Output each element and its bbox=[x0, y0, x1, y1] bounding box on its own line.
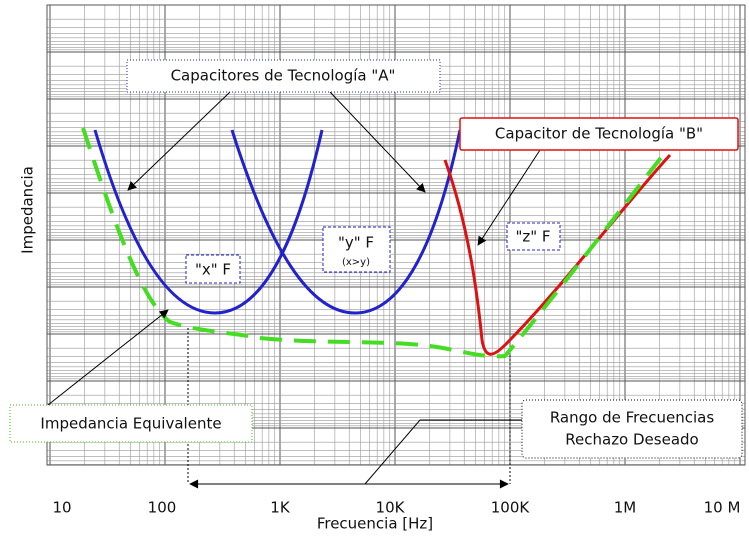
x-tick-label: 1M bbox=[614, 499, 637, 517]
y-axis-label: Impedancia bbox=[19, 166, 37, 254]
label-box bbox=[185, 254, 241, 284]
x-axis-label: Frecuencia [Hz] bbox=[317, 515, 433, 533]
curve-z bbox=[443, 153, 672, 356]
label: Capacitores de Tecnología "A" bbox=[171, 67, 396, 85]
label: "x" F bbox=[195, 261, 231, 279]
label-box bbox=[459, 117, 739, 151]
label: Rango de Frecuencias bbox=[550, 409, 714, 427]
label: Capacitor de Tecnología "B" bbox=[495, 125, 703, 143]
curve-x bbox=[93, 129, 324, 315]
arrow bbox=[47, 309, 169, 406]
x-tick-label: 10 M bbox=[704, 499, 741, 517]
arrow bbox=[329, 91, 426, 193]
label: (x>y) bbox=[342, 257, 370, 268]
label: "z" F bbox=[515, 228, 550, 246]
plot-frame bbox=[46, 4, 746, 466]
label-box bbox=[322, 226, 391, 273]
x-tick-label: 100 bbox=[148, 499, 177, 517]
curve-y bbox=[230, 129, 462, 315]
x-tick-label: 1K bbox=[270, 499, 291, 517]
arrow bbox=[127, 91, 231, 191]
label: Rechazo Deseado bbox=[565, 431, 698, 449]
label-box bbox=[506, 222, 561, 251]
label-box bbox=[126, 59, 441, 93]
curve-equivalent bbox=[81, 127, 669, 359]
x-tick-label: 10 bbox=[52, 499, 71, 517]
arrow bbox=[364, 419, 522, 485]
label: Impedancia Equivalente bbox=[40, 415, 221, 433]
label-box bbox=[9, 404, 253, 443]
x-tick-label: 100K bbox=[491, 499, 531, 517]
label: "y" F bbox=[338, 234, 374, 252]
arrow bbox=[477, 149, 541, 246]
x-tick-label: 10K bbox=[376, 499, 406, 517]
label-box bbox=[521, 399, 743, 459]
